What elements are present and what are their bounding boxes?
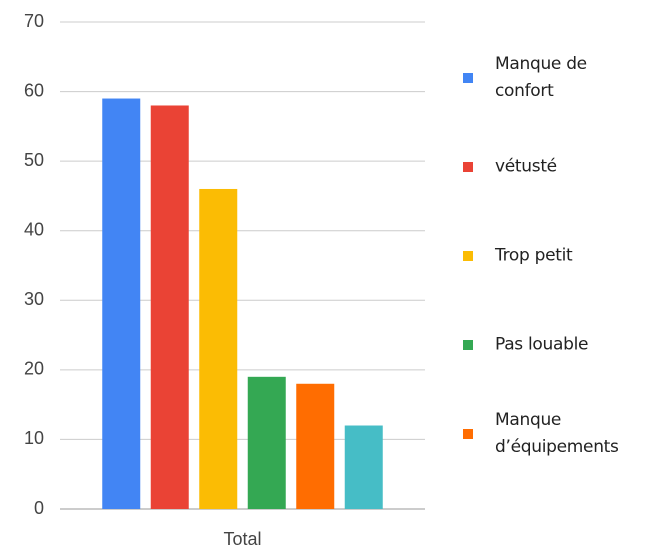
- bar: [296, 383, 335, 509]
- bar: [247, 376, 286, 509]
- legend-label: Pas louable: [495, 334, 589, 355]
- y-tick-label: 70: [24, 11, 44, 31]
- x-tick-label: Total: [223, 529, 261, 548]
- bar: [150, 105, 189, 509]
- y-tick-label: 30: [24, 289, 44, 309]
- bar: [344, 425, 383, 509]
- legend-label: Manque de confort: [495, 54, 587, 101]
- y-tick-label: 20: [24, 359, 44, 379]
- y-tick-label: 50: [24, 150, 44, 170]
- legend-label: Manque d’équipements: [495, 410, 619, 457]
- bar: [102, 98, 141, 510]
- legend-swatch: [463, 340, 473, 350]
- y-tick-label: 40: [24, 219, 44, 239]
- legend-swatch: [463, 251, 473, 261]
- y-tick-label: 10: [24, 428, 44, 448]
- legend-label: Trop petit: [495, 245, 573, 266]
- legend-swatch: [463, 73, 473, 83]
- bar: [199, 188, 238, 509]
- y-tick-label: 60: [24, 80, 44, 100]
- legend-swatch: [463, 162, 473, 172]
- legend-label: vétusté: [495, 156, 557, 177]
- legend-swatch: [463, 429, 473, 439]
- y-tick-label: 0: [34, 498, 44, 518]
